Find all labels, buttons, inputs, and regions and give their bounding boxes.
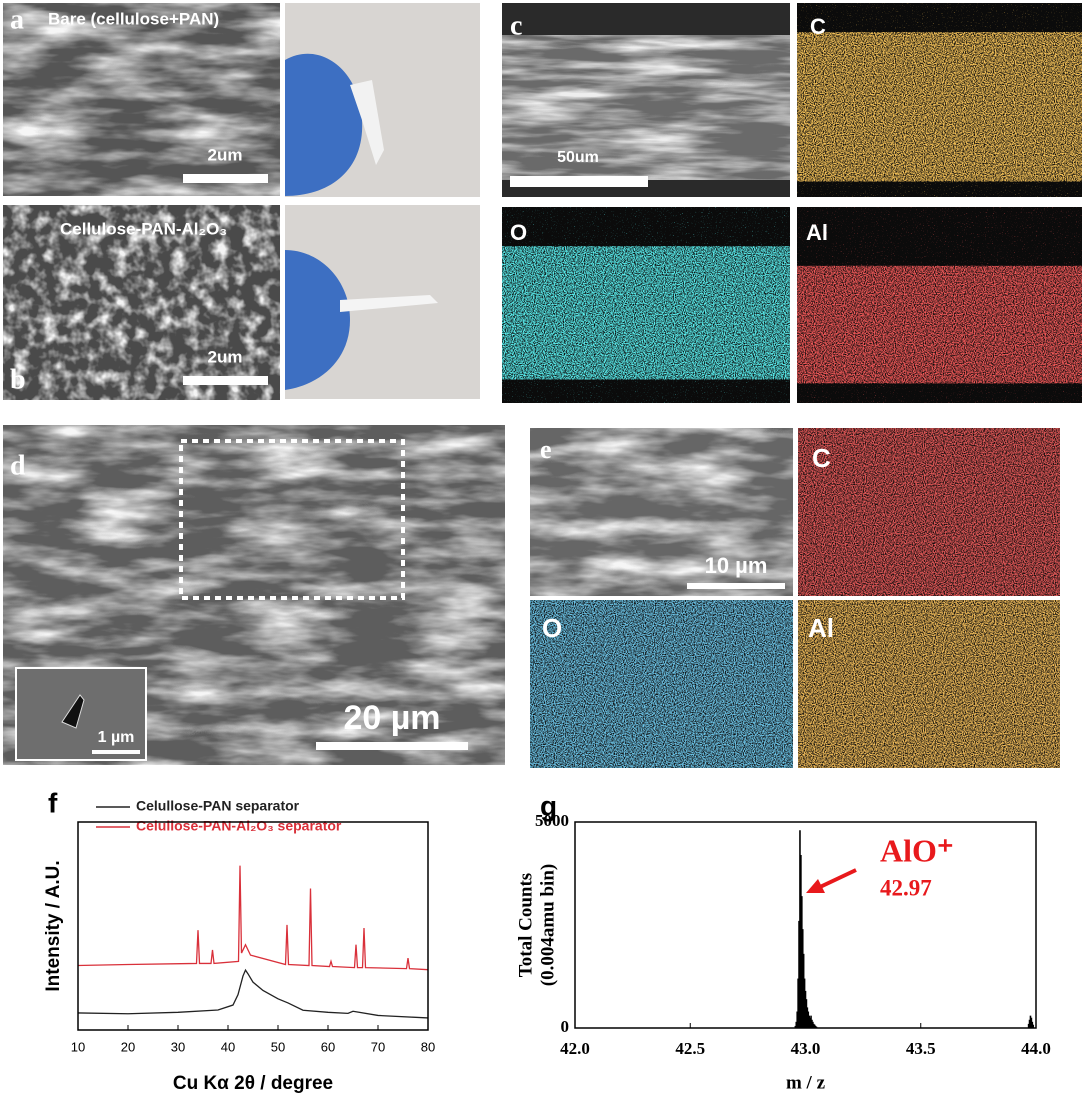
- arrow: [819, 868, 857, 889]
- scale-label: 10 µm: [705, 553, 768, 578]
- annotation: AlO⁺: [880, 832, 954, 868]
- x-tick-label: 42.0: [560, 1039, 590, 1058]
- y-tick-label: 0: [561, 1017, 570, 1036]
- x-tick-label: 40: [221, 1039, 235, 1054]
- x-axis-label: m / z: [786, 1072, 826, 1093]
- panel-label: e: [540, 435, 552, 464]
- panel-label: d: [10, 450, 26, 481]
- panel-label: b: [10, 364, 26, 395]
- map-label: O: [542, 613, 562, 643]
- map-label: Al: [806, 220, 828, 245]
- sem-image-texture: [502, 35, 790, 180]
- arrowhead: [806, 879, 825, 893]
- map-label: O: [510, 220, 527, 245]
- x-tick-label: 43.5: [906, 1039, 936, 1058]
- scale-label: 2um: [208, 145, 243, 164]
- panel-label: c: [510, 10, 522, 41]
- scale-bar: [92, 750, 140, 754]
- sem-image-texture: [3, 3, 280, 196]
- x-tick-label: 20: [121, 1039, 135, 1054]
- zoom-box: [179, 439, 405, 600]
- data-line: [77, 865, 429, 971]
- scale-bar: [183, 376, 268, 385]
- panel-label: a: [10, 4, 24, 35]
- map-dense: [797, 265, 1082, 384]
- map-dense: [530, 600, 793, 768]
- y-axis-label: (0.004amu bin): [537, 864, 558, 986]
- scale-bar: [687, 583, 785, 589]
- x-axis-label: Cu Kα 2θ / degree: [173, 1073, 333, 1094]
- legend-label: Celullose-PAN separator: [136, 798, 300, 814]
- x-tick-label: 10: [71, 1039, 85, 1054]
- x-tick-label: 50: [271, 1039, 285, 1054]
- x-tick-label: 44.0: [1021, 1039, 1051, 1058]
- scale-label: 2um: [208, 347, 243, 366]
- x-tick-label: 60: [321, 1039, 335, 1054]
- inset: [15, 667, 147, 761]
- data-line: [77, 968, 429, 1019]
- annotation: 42.97: [880, 875, 932, 900]
- panel-title: Bare (cellulose+PAN): [48, 9, 219, 28]
- plot-frame: [77, 821, 429, 1031]
- film: [340, 295, 438, 312]
- x-tick-label: 42.5: [675, 1039, 705, 1058]
- sem-image-texture: [530, 428, 793, 596]
- scale-bar: [316, 742, 468, 750]
- map-label: C: [812, 443, 831, 473]
- legend-label: Celullose-PAN-Al₂O₃ separator: [136, 818, 342, 834]
- map-label: C: [810, 14, 826, 39]
- scale-label: 20 µm: [343, 699, 440, 737]
- x-tick-label: 43.0: [791, 1039, 821, 1058]
- panel-label: f: [48, 787, 58, 818]
- scale-label: 50um: [557, 149, 599, 166]
- map-dense: [798, 600, 1060, 768]
- map-dense: [797, 32, 1082, 182]
- map-dense: [502, 246, 790, 380]
- scale-bar: [183, 174, 268, 183]
- y-axis-label: Total Counts: [515, 873, 536, 977]
- panel-label: g: [540, 790, 557, 821]
- film: [350, 80, 384, 165]
- crack: [61, 694, 85, 729]
- map-dense: [798, 428, 1060, 596]
- x-tick-label: 30: [171, 1039, 185, 1054]
- scale-bar: [510, 176, 648, 187]
- x-tick-label: 70: [371, 1039, 385, 1054]
- scale-label: 1 µm: [98, 729, 135, 746]
- map-label: Al: [808, 613, 834, 643]
- sem-image-texture: [3, 205, 280, 400]
- glove: [285, 53, 363, 196]
- glove: [285, 250, 350, 390]
- x-tick-label: 80: [421, 1039, 435, 1054]
- y-tick-label: 5000: [535, 811, 569, 830]
- y-axis-label: Intensity / A.U.: [43, 860, 64, 991]
- panel-title: Cellulose-PAN-Al₂O₃: [60, 219, 227, 238]
